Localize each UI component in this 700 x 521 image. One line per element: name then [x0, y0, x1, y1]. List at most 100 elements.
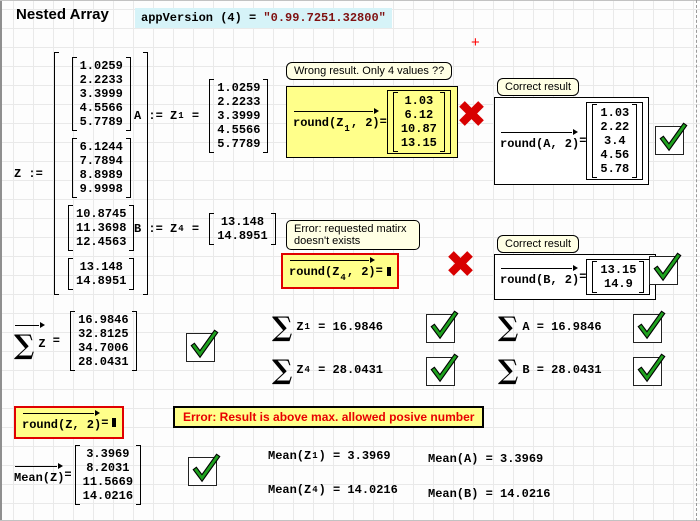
- matrix-value: 13.15: [600, 263, 637, 277]
- matrix-value: 14.8951: [76, 274, 127, 288]
- matrix-value: 11.5669: [82, 475, 134, 489]
- round-a-region[interactable]: round(A, 2) = 1.03 2.22 3.4 4.56 5.78: [494, 97, 650, 185]
- matrix-value: 11.3698: [76, 221, 127, 235]
- matrix-value: 7.7894: [79, 154, 123, 168]
- vectorize-operator: ∑ Z: [14, 321, 46, 361]
- correct-check-icon: [186, 329, 219, 362]
- matrix-value: 14.9: [604, 277, 633, 291]
- matrix-value: 1.03: [600, 106, 630, 120]
- crosshair-cursor: +: [471, 34, 480, 51]
- b-equals: =: [184, 222, 207, 236]
- callout-correct-result-a: Correct result: [497, 78, 580, 96]
- vectorize-operator: round(Z1, 2): [293, 108, 380, 134]
- callout-error-matrix: Error: requested matirx doesn't exists: [286, 220, 420, 250]
- callout-wrong-result: Wrong result. Only 4 values ??: [286, 62, 453, 80]
- mean-z4-region[interactable]: Mean(Z 4) = 14.0216: [268, 483, 398, 497]
- matrix-value: 2.2233: [217, 95, 261, 109]
- correct-check-icon: [633, 310, 666, 343]
- empty-result-placeholder: [386, 266, 391, 276]
- matrix-value: 28.0431: [78, 355, 129, 369]
- matrix-value: 1.0259: [79, 59, 123, 73]
- vectorize-operator: Mean(Z): [14, 462, 64, 486]
- round-b-region[interactable]: round(B, 2) = 13.15 14.9: [494, 254, 657, 300]
- result-frame: 1.03 6.12 10.87 13.15: [386, 90, 451, 154]
- page-top-edge: [0, 0, 700, 1]
- matrix-value: 5.7789: [79, 115, 123, 129]
- correct-check-icon: [649, 252, 682, 285]
- sum-z-region[interactable]: ∑ Z = 16.9846 32.8125 34.7006 28.0431: [14, 310, 140, 372]
- matrix-value: 5.78: [600, 162, 630, 176]
- matrix-value: 12.4563: [76, 235, 127, 249]
- result-frame: 13.15 14.9: [586, 259, 651, 295]
- matrix-value: 3.4: [604, 134, 626, 148]
- sum-a-region[interactable]: ∑ A = 16.9846: [498, 312, 602, 343]
- matrix-value: 10.8745: [76, 207, 127, 221]
- matrix-value: 14.8951: [217, 229, 268, 243]
- a-definition-lhs: A := Z: [134, 109, 178, 123]
- equals-sign: =: [379, 115, 387, 129]
- a-equals: =: [184, 109, 207, 123]
- vectorize-operator: round(Z4, 2): [289, 257, 376, 283]
- appversion-expression: appVersion (4) =: [141, 11, 264, 25]
- result-frame: 1.03 2.22 3.4 4.56 5.78: [586, 102, 644, 180]
- z-label: Z :=: [14, 166, 51, 181]
- z-inner-matrix-1: 1.0259 2.2233 3.3999 4.5566 5.7789: [71, 56, 132, 132]
- mean-z-region[interactable]: Mean(Z) = 3.3969 8.2031 11.5669 14.0216: [14, 444, 144, 506]
- b-matrix: 13.148 14.8951: [209, 212, 277, 246]
- empty-result-placeholder: [112, 418, 117, 427]
- matrix-value: 1.0259: [217, 81, 261, 95]
- matrix-value: 4.56: [600, 148, 630, 162]
- page-margin-dashed-line: [696, 0, 697, 521]
- round-z1-region[interactable]: round(Z1, 2) = 1.03 6.12 10.87 13.15: [286, 86, 458, 158]
- sum-result: = 16.9846: [310, 319, 383, 334]
- round-z4-error-region[interactable]: round(Z4, 2) =: [281, 253, 399, 289]
- correct-check-icon: [633, 353, 666, 386]
- mean-a-region[interactable]: Mean(A) = 3.3969: [428, 452, 544, 466]
- correct-check-icon: [426, 353, 459, 386]
- mean-z1-region[interactable]: Mean(Z 1) = 3.3969: [268, 449, 391, 463]
- b-subscript: 4: [178, 224, 184, 234]
- matrix-value: 16.9846: [78, 313, 129, 327]
- a-subscript: 1: [178, 111, 184, 121]
- round-b-matrix: 13.15 14.9: [592, 260, 645, 294]
- wrong-cross-icon: ✖: [445, 243, 477, 286]
- sigma-operator: ∑: [498, 355, 519, 386]
- sigma-operator: ∑: [498, 312, 519, 343]
- z-inner-matrix-2: 6.1244 7.7894 8.8989 9.9998: [71, 137, 132, 199]
- matrix-value: 2.22: [600, 120, 630, 134]
- appversion-region[interactable]: appVersion (4) = "0.99.7251.32800": [135, 8, 392, 28]
- correct-check-icon: [426, 310, 459, 343]
- equals-sign: =: [64, 468, 72, 482]
- matrix-value: 6.12: [404, 108, 434, 122]
- page-left-edge: [0, 0, 2, 521]
- matrix-value: 34.7006: [78, 341, 129, 355]
- correct-check-icon: [655, 122, 688, 155]
- round-z-error-region[interactable]: round(Z, 2) =: [14, 406, 125, 439]
- sigma-operator: ∑: [272, 355, 293, 386]
- sum-z-matrix: 16.9846 32.8125 34.7006 28.0431: [70, 310, 138, 372]
- matrix-value: 13.148: [79, 260, 123, 274]
- mean-b-region[interactable]: Mean(B) = 14.0216: [428, 487, 551, 501]
- equals-sign: =: [375, 264, 383, 278]
- matrix-value: 9.9998: [79, 182, 123, 196]
- sigma-operator: ∑: [14, 329, 35, 361]
- matrix-value: 6.1244: [79, 140, 123, 154]
- matrix-value: 13.15: [400, 136, 437, 150]
- matrix-value: 3.3999: [217, 109, 261, 123]
- matrix-value: 32.8125: [78, 327, 129, 341]
- callout-correct-result-b: Correct result: [497, 235, 580, 253]
- sum-b-region[interactable]: ∑ B = 28.0431: [498, 355, 602, 386]
- vectorize-operator: round(Z, 2): [22, 410, 101, 433]
- sum-result: = 16.9846: [529, 319, 602, 334]
- b-definition-lhs: B := Z: [134, 222, 178, 236]
- sum-result: = 28.0431: [529, 362, 602, 377]
- z-definition-region[interactable]: Z := 1.0259 2.2233 3.3999 4.5566 5.7789 6.12…: [14, 52, 151, 295]
- matrix-value: 5.7789: [217, 137, 261, 151]
- callout-error-overflow: Error: Result is above max. allowed posi…: [173, 406, 485, 428]
- correct-check-icon: [188, 453, 221, 486]
